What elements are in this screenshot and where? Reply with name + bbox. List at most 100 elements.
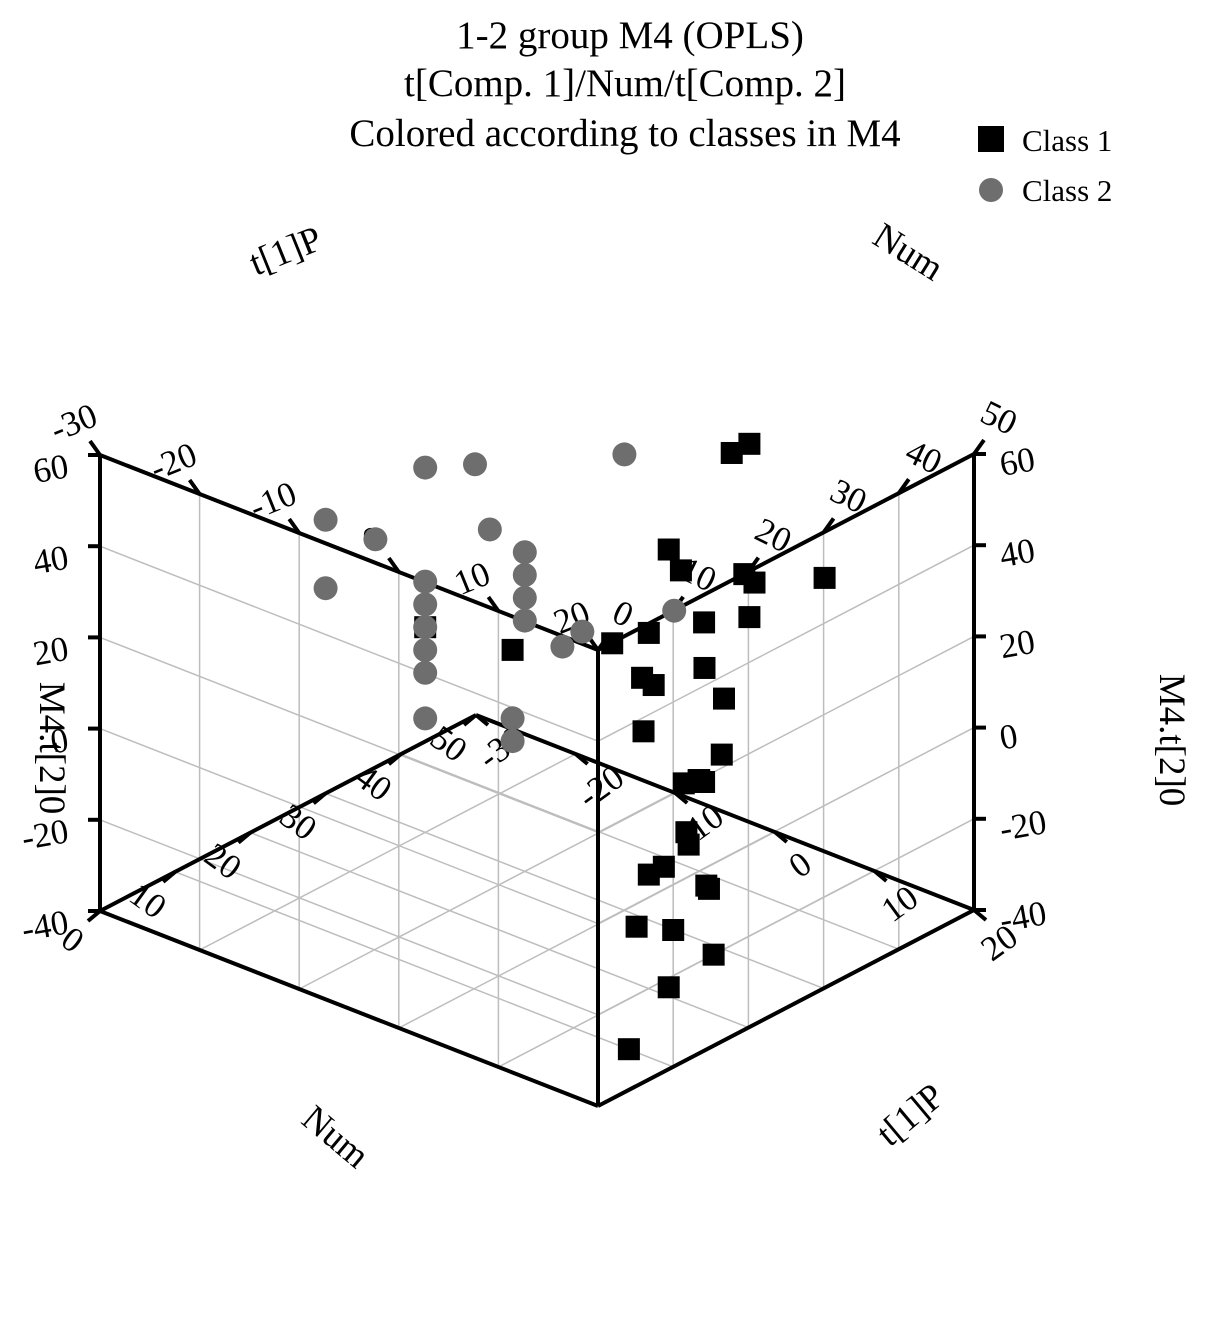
grid — [99, 453, 975, 1107]
tick-mark — [574, 752, 589, 766]
class-2-point — [413, 569, 438, 594]
class-2-point — [500, 729, 525, 754]
m4t2-tick-label-left: 20 — [30, 629, 71, 673]
num-tick-label: 30 — [824, 471, 873, 521]
legend-marker-class-1 — [978, 126, 1004, 152]
t1p-axis-title-top: t[1]P — [244, 218, 328, 284]
class-1-point — [501, 638, 524, 661]
class-2-point — [550, 634, 575, 659]
class-1-point — [813, 566, 836, 589]
tick-mark — [474, 713, 490, 727]
class-1-point — [738, 606, 761, 629]
class-1-point — [631, 666, 654, 689]
num-axis-title-bottom: Num — [294, 1098, 377, 1177]
m4t2-tick-label-left: -20 — [19, 811, 72, 858]
class-1-point — [743, 571, 766, 594]
grid-line — [298, 792, 676, 990]
class-1-point — [693, 611, 716, 634]
class-2-point — [512, 585, 537, 610]
class-2-point — [662, 598, 687, 623]
class-1-point — [693, 656, 716, 679]
m4t2-tick-label-left: 60 — [30, 446, 71, 490]
class-1-point — [675, 821, 698, 844]
class-2-point — [612, 442, 637, 467]
class-1-point — [713, 687, 735, 710]
tick-mark — [486, 595, 501, 613]
title-line-2: t[Comp. 1]/Num/t[Comp. 2] — [404, 62, 846, 105]
tick-mark — [161, 870, 177, 884]
t1p-tick-label: -30 — [45, 396, 103, 450]
class-2-point — [413, 615, 438, 640]
class-1-point — [710, 743, 733, 766]
legend: Class 1 Class 2 — [978, 123, 1112, 208]
class-1-point — [720, 441, 743, 464]
class-1-point — [657, 976, 680, 999]
class-1-point — [617, 1038, 640, 1061]
class-2-point — [313, 576, 338, 601]
class-2-point — [512, 608, 537, 633]
tick-mark — [237, 831, 252, 845]
t1p-tick-label-bottom: 10 — [874, 878, 925, 930]
class-1-point — [738, 432, 761, 455]
class-2-point — [570, 619, 595, 644]
legend-marker-class-2 — [979, 178, 1003, 202]
legend-label-class-2: Class 2 — [1022, 173, 1112, 208]
data-points — [313, 432, 836, 1061]
tick-mark — [873, 869, 888, 883]
tick-mark — [387, 752, 403, 766]
num-tick-label: 20 — [749, 510, 798, 560]
axis-titles: t[1]P Num M4.t[2]0 M4.t[2]0 Num t[1]P — [31, 215, 1192, 1177]
num-tick-label-bottom: 20 — [198, 835, 249, 887]
axes — [98, 452, 976, 1108]
axis-edge — [99, 909, 599, 1108]
axis-edge — [597, 908, 975, 1108]
class-1-point — [688, 769, 711, 792]
tick-mark — [86, 909, 102, 923]
t1p-axis-title-bottom: t[1]P — [869, 1076, 952, 1155]
class-1-point — [662, 919, 685, 941]
class-2-point — [477, 517, 502, 542]
class-1-point — [625, 915, 648, 938]
tick-mark — [972, 908, 988, 922]
m4t2-tick-label-right: 40 — [997, 531, 1038, 575]
t1p-tick-label: -20 — [144, 435, 202, 489]
num-tick-label-bottom: 30 — [273, 796, 324, 848]
t1p-axis-bottom — [475, 713, 975, 912]
class-2-point — [413, 638, 438, 662]
tick-mark — [972, 438, 986, 456]
num-axis-bottom — [99, 713, 477, 913]
grid-line — [99, 636, 599, 834]
class-1-point — [601, 632, 624, 655]
grid-line — [400, 753, 900, 950]
tick-mark — [312, 791, 327, 805]
m4t2-tick-label-left: -40 — [19, 902, 72, 949]
legend-label-class-1: Class 1 — [1022, 123, 1112, 158]
axis-edge — [597, 452, 975, 652]
num-tick-label: 50 — [975, 392, 1024, 442]
grid-line — [174, 871, 674, 1068]
grid-line — [99, 727, 599, 925]
class-1-point — [637, 621, 660, 644]
class-1-point — [632, 720, 655, 743]
class-2-point — [413, 660, 438, 685]
title-line-1: 1-2 group M4 (OPLS) — [456, 14, 804, 57]
m4t2-tick-label-right: 20 — [997, 622, 1038, 666]
grid-line — [325, 792, 824, 990]
class-2-point — [413, 706, 438, 731]
class-1-point — [702, 943, 725, 966]
chart-title: 1-2 group M4 (OPLS) t[Comp. 1]/Num/t[Com… — [349, 14, 900, 155]
class-2-point — [363, 527, 388, 552]
grid-line — [498, 870, 875, 1068]
t1p-tick-label: -10 — [244, 474, 302, 528]
tick-labels: -30 -20 -10 0 10 20 0 10 20 30 40 50 -40 -20 0 20 40 60 -4… — [19, 392, 1050, 968]
m4t2-tick-label-right: -20 — [997, 802, 1050, 849]
num-tick-label: 0 — [607, 592, 640, 635]
tick-mark — [187, 478, 202, 496]
class-2-point — [500, 706, 525, 731]
title-line-3: Colored according to classes in M4 — [349, 112, 900, 155]
tick-mark — [287, 517, 301, 535]
tick-mark — [673, 791, 689, 805]
num-tick-label-bottom: 40 — [348, 757, 399, 809]
